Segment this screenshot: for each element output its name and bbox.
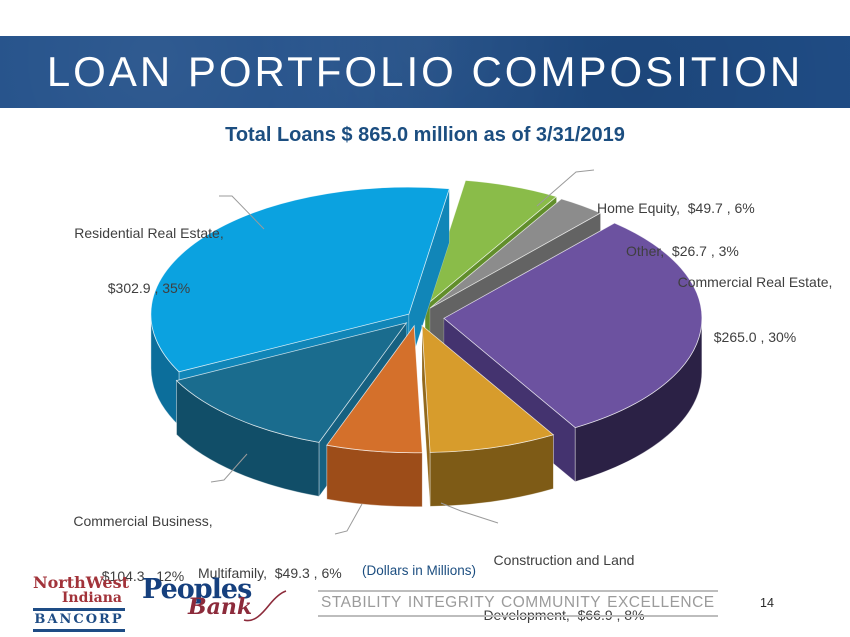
leader-line [334, 503, 363, 535]
value-word-integrity: INTEGRITY [404, 590, 499, 617]
slide-title: LOAN PORTFOLIO COMPOSITION [46, 48, 804, 95]
label-residential-real-estate: Residential Real Estate, $302.9 , 35% [74, 224, 224, 297]
swash-flourish-icon [243, 590, 287, 622]
peoples-bank-logo: Peoples Bank [142, 574, 287, 626]
northwest-indiana-bancorp-logo: NorthWest Indiana BANCORP [33, 573, 129, 633]
peoples-logo-wordmark: Peoples [142, 574, 252, 605]
pie-slice-construction-and-land-development [421, 324, 555, 507]
label-other: Other, $26.7 , 3% [626, 242, 739, 259]
value-word-excellence: EXCELLENCE [604, 590, 718, 617]
title-bar: LOAN PORTFOLIO COMPOSITION [0, 36, 850, 108]
nwi-logo-indiana: Indiana [61, 590, 122, 606]
label-commercial-business: Commercial Business, $104.3 , 12% [73, 512, 213, 585]
nwi-logo-bancorp: BANCORP [33, 608, 125, 633]
value-word-community: COMMUNITY [498, 590, 605, 617]
slide-subtitle: Total Loans $ 865.0 million as of 3/31/2… [225, 124, 625, 146]
page-number: 14 [760, 596, 774, 610]
values-banner: STABILITY INTEGRITY COMMUNITY EXCELLENCE [318, 590, 718, 617]
pie-slice-multifamily [326, 324, 423, 508]
label-construction-land-development: Construction and Land Development, $66.9… [483, 551, 645, 624]
label-home-equity: Home Equity, $49.7 , 6% [597, 199, 755, 216]
leader-line [210, 453, 248, 483]
peoples-logo-bank: Bank [188, 594, 253, 620]
dollars-in-millions-note: (Dollars in Millions) [361, 563, 477, 578]
nwi-logo-northwest: NorthWest [33, 573, 129, 592]
label-multifamily: Multifamily, $49.3 , 6% [198, 564, 342, 581]
value-word-stability: STABILITY [318, 590, 405, 617]
leader-line [219, 195, 265, 230]
leader-line [536, 169, 595, 207]
leader-line [440, 502, 499, 524]
label-commercial-real-estate: Commercial Real Estate, $265.0 , 30% [677, 273, 833, 346]
